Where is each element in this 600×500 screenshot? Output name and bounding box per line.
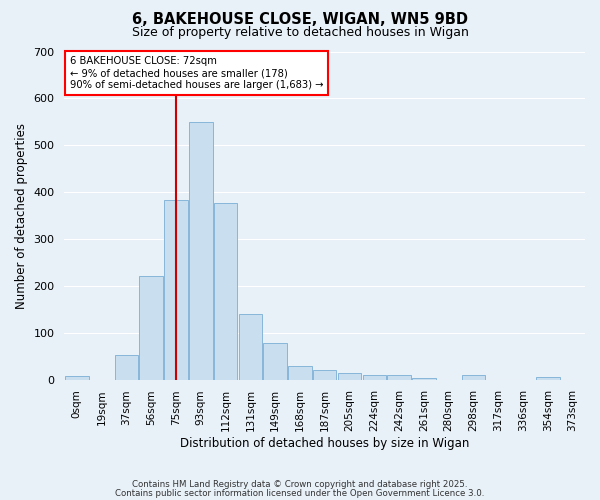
Text: 6, BAKEHOUSE CLOSE, WIGAN, WN5 9BD: 6, BAKEHOUSE CLOSE, WIGAN, WN5 9BD (132, 12, 468, 28)
Y-axis label: Number of detached properties: Number of detached properties (15, 122, 28, 308)
Bar (288, 366, 311, 380)
Bar (263, 343, 287, 380)
Text: 6 BAKEHOUSE CLOSE: 72sqm
← 9% of detached houses are smaller (178)
90% of semi-d: 6 BAKEHOUSE CLOSE: 72sqm ← 9% of detache… (70, 56, 323, 90)
Bar (338, 372, 361, 380)
Text: Size of property relative to detached houses in Wigan: Size of property relative to detached ho… (131, 26, 469, 39)
Bar (362, 376, 386, 380)
Bar (189, 122, 212, 380)
Bar (239, 314, 262, 380)
Bar (461, 376, 485, 380)
Bar (313, 370, 337, 380)
Bar (115, 355, 138, 380)
Bar (139, 276, 163, 380)
Text: Contains public sector information licensed under the Open Government Licence 3.: Contains public sector information licen… (115, 488, 485, 498)
Bar (214, 203, 238, 380)
Bar (164, 200, 188, 380)
Bar (536, 378, 560, 380)
Bar (65, 376, 89, 380)
Bar (412, 378, 436, 380)
Text: Contains HM Land Registry data © Crown copyright and database right 2025.: Contains HM Land Registry data © Crown c… (132, 480, 468, 489)
X-axis label: Distribution of detached houses by size in Wigan: Distribution of detached houses by size … (180, 437, 469, 450)
Bar (387, 375, 411, 380)
